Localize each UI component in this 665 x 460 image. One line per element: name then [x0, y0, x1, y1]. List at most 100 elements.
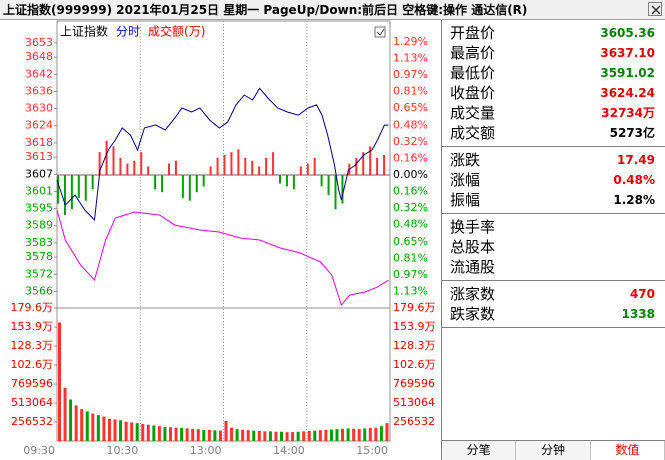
close-button[interactable]	[648, 2, 662, 16]
y2-tick-label: 128.3万	[393, 339, 436, 352]
y-tick-label: 3630	[25, 102, 53, 115]
window-title: 上证指数(999999) 2021年01月25日 星期一 PageUp/Down…	[3, 3, 528, 17]
volume-bar	[63, 387, 67, 441]
volume-bar	[324, 429, 328, 441]
quote-label: 收盘价	[450, 84, 496, 102]
ratio-bar	[154, 175, 157, 190]
quote-group: 涨跌 17.49 涨幅 0.48% 振幅 1.28%	[442, 147, 665, 214]
volume-bar	[352, 428, 356, 441]
ratio-bar	[126, 163, 129, 175]
volume-bar	[185, 428, 189, 441]
volume-bar	[235, 429, 239, 441]
title-bar: 上证指数(999999) 2021年01月25日 星期一 PageUp/Down…	[0, 0, 665, 20]
volume-bar	[135, 423, 139, 441]
quote-row: 换手率	[442, 217, 665, 237]
ratio-bar	[202, 175, 205, 187]
volume-bar	[335, 429, 339, 441]
ratio-bar	[313, 157, 316, 175]
ratio-bar	[362, 152, 365, 175]
volume-bar	[263, 431, 267, 441]
tab[interactable]: 数值	[590, 441, 665, 460]
volume-bar	[85, 411, 89, 441]
chart: 上证指数 分时 成交额(万) 1.29% 1.13% 0.97% 0.81% 0.65% 0.4…	[0, 20, 441, 460]
y2-tick-label: 0.48%	[393, 119, 428, 132]
quote-row: 最高价 3637.10	[442, 43, 665, 63]
volume-bar	[102, 416, 106, 441]
y-tick-label: 3618	[25, 136, 53, 149]
ratio-bar	[369, 146, 372, 175]
quote-group: 换手率 总股本 流通股	[442, 214, 665, 281]
quote-label: 最低价	[450, 64, 496, 82]
quote-group: 涨家数 470 跌家数 1338	[442, 281, 665, 328]
ratio-bar	[216, 157, 219, 175]
volume-bar	[58, 322, 61, 441]
quote-row: 最低价 3591.02	[442, 63, 665, 83]
pane-option-box[interactable]	[374, 26, 386, 38]
y2-tick-label: 0.32%	[393, 135, 428, 148]
x-tick-label: 14:00	[273, 444, 305, 457]
volume-bar	[96, 415, 100, 441]
y2-tick-label: 0.16%	[393, 184, 428, 197]
ratio-bar	[188, 175, 191, 201]
x-tick-label: 09:30	[23, 444, 55, 457]
quote-value: 32734万	[601, 106, 655, 120]
quote-label: 跌家数	[450, 305, 496, 323]
volume-bar	[163, 426, 167, 441]
ratio-bar	[383, 155, 386, 175]
ratio-bar	[168, 163, 170, 175]
ratio-bar	[327, 175, 330, 195]
volume-bar	[130, 422, 134, 441]
quote-row: 总股本	[442, 237, 665, 257]
volume-bar	[141, 423, 145, 441]
volume-bar	[113, 419, 117, 441]
ratio-bar	[133, 160, 136, 175]
quote-value: 3637.10	[600, 46, 655, 60]
volume-bar	[385, 423, 389, 441]
volume-bar	[146, 424, 150, 441]
quote-label: 总股本	[450, 238, 496, 256]
volume-bar	[257, 431, 261, 441]
y-tick-label: 3613	[25, 150, 53, 163]
y2-tick-label: 0.81%	[393, 84, 428, 97]
volume-bar	[213, 430, 217, 441]
ratio-bar	[299, 166, 302, 175]
ratio-bar	[84, 175, 87, 201]
volume-bar	[91, 413, 95, 441]
volume-bar	[307, 431, 311, 441]
tab[interactable]: 分钟	[516, 441, 591, 460]
y-tick-label: 179.6万	[11, 301, 54, 314]
y-tick-label: 3583	[25, 236, 53, 249]
y-tick-label: 3566	[25, 284, 53, 297]
volume-bar	[346, 428, 350, 441]
quote-value: 17.49	[617, 153, 655, 167]
volume-bar	[374, 427, 378, 441]
volume-bar	[124, 421, 128, 441]
volume-bar	[368, 428, 372, 441]
quote-row: 跌家数 1338	[442, 304, 665, 324]
ratio-bar	[112, 146, 115, 175]
quote-row: 成交量 32734万	[442, 103, 665, 123]
ratio-bar	[195, 175, 198, 193]
pane-option-check	[376, 28, 385, 36]
quote-label: 涨跌	[450, 151, 481, 169]
volume-bar	[318, 430, 322, 441]
x-tick-label: 13:00	[190, 444, 222, 457]
ratio-bar	[341, 175, 344, 204]
y-tick-label: 3572	[25, 267, 53, 280]
ratio-bar	[320, 175, 323, 187]
pane-label: 分时	[116, 25, 140, 39]
y-tick-label: 153.9万	[11, 320, 54, 333]
volume-bar	[169, 427, 172, 441]
ratio-bar	[244, 157, 247, 175]
ratio-bar	[147, 166, 150, 175]
tab[interactable]: 分笔	[442, 441, 517, 460]
y2-tick-label: 769596	[393, 377, 435, 390]
volume-bar	[196, 429, 200, 441]
volume-bar	[230, 427, 234, 441]
volume-bar	[224, 421, 228, 441]
quote-row: 涨幅 0.48%	[442, 170, 665, 190]
quote-label: 最高价	[450, 44, 496, 62]
y-tick-label: 3624	[25, 119, 53, 132]
y-tick-label: 3589	[25, 219, 53, 232]
y2-tick-label: 0.16%	[393, 152, 428, 165]
